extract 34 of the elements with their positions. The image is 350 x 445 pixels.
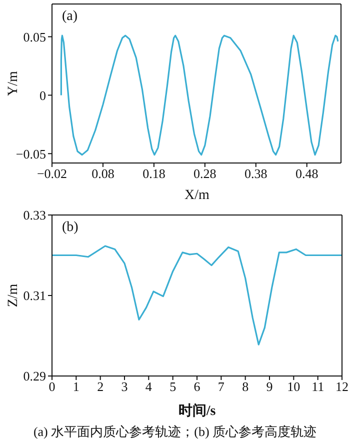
x-tick-label: 1 (72, 379, 80, 394)
x-tick-label: 11 (312, 379, 324, 394)
x-tick-label: 10 (287, 379, 300, 394)
x-tick-label: 0 (48, 379, 56, 394)
line-series (52, 245, 342, 346)
x-axis-title: X/m (184, 188, 210, 204)
x-axis-title: 时间/s (177, 404, 217, 420)
y-axis-title: Z/m (6, 284, 21, 308)
x-tick-label: 7 (218, 379, 225, 394)
text: (a) 水平面内质心参考轨迹；(b) 质心参考高度轨迹 (32, 423, 318, 441)
x-tick-label: 0.08 (92, 166, 114, 182)
x-tick-label: 0.48 (295, 166, 318, 182)
x-tick-label: 0.38 (244, 166, 268, 182)
x-tick-label: 3 (121, 379, 128, 394)
x-tick-label: 8 (242, 379, 249, 394)
annotation: (b) (62, 220, 78, 236)
x-tick-label: 2 (97, 379, 104, 394)
x-tick-label: 0.28 (194, 166, 216, 182)
annotation: (a) (62, 9, 78, 25)
x-tick-label: 5 (170, 379, 176, 394)
x-tick-label: −0.02 (36, 166, 68, 182)
y-tick-label: −0.05 (16, 146, 46, 162)
x-tick-label: 6 (194, 379, 201, 394)
y-axis-title: Y/m (6, 70, 21, 96)
y-tick-label: 0.31 (23, 288, 46, 304)
x-tick-label: 0.18 (142, 166, 166, 182)
y-tick-label: 0.29 (23, 368, 46, 384)
y-tick-label: 0.05 (23, 29, 46, 44)
x-tick-label: 4 (145, 379, 152, 394)
x-tick-label: 12 (336, 379, 348, 394)
x-tick-label: 9 (266, 379, 273, 394)
y-tick-label: 0 (40, 88, 46, 103)
line-series (60, 34, 339, 156)
y-tick-label: 0.33 (23, 208, 46, 223)
